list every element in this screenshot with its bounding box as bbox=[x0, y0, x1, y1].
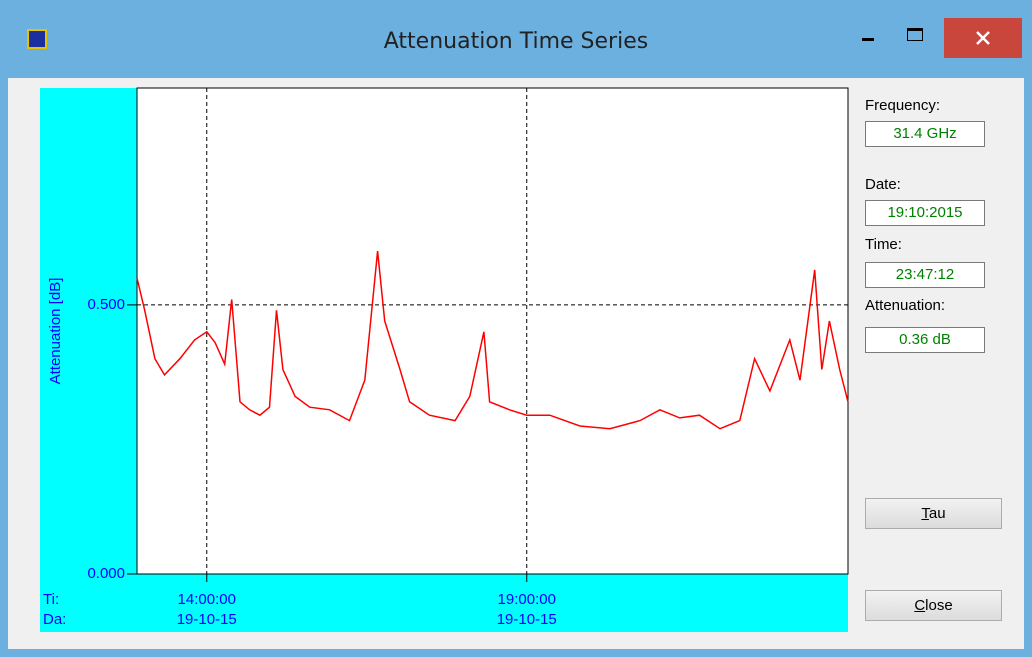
x-tick-label: 14:00:00 bbox=[178, 591, 236, 608]
plot-area bbox=[136, 87, 849, 575]
y-axis-label: Attenuation [dB] bbox=[47, 278, 64, 385]
close-button[interactable] bbox=[944, 18, 1022, 58]
x-tick-date: 19-10-15 bbox=[177, 611, 237, 628]
field-value: 31.4 GHz bbox=[865, 121, 985, 147]
field-label: Attenuation: bbox=[865, 297, 946, 314]
button[interactable]: Close bbox=[865, 590, 1002, 621]
y-tick-label: 0.000 bbox=[87, 565, 125, 582]
x-row-label: Da: bbox=[43, 611, 66, 628]
y-tick-label: 0.500 bbox=[87, 296, 125, 313]
minimize-button[interactable] bbox=[862, 38, 874, 41]
maximize-button[interactable] bbox=[907, 28, 923, 41]
x-tick-date: 19-10-15 bbox=[497, 611, 557, 628]
field-label: Time: bbox=[865, 236, 902, 253]
x-row-label: Ti: bbox=[43, 591, 59, 608]
field-label: Frequency: bbox=[865, 97, 941, 114]
close-icon bbox=[976, 31, 990, 45]
app-icon[interactable] bbox=[27, 29, 47, 49]
button[interactable]: Tau bbox=[865, 498, 1002, 529]
field-label: Date: bbox=[865, 176, 901, 193]
window-title: Attenuation Time Series bbox=[383, 29, 649, 54]
field-value: 0.36 dB bbox=[865, 327, 985, 353]
data-line bbox=[136, 251, 849, 430]
x-tick-label: 19:00:00 bbox=[498, 591, 556, 608]
field-value: 19:10:2015 bbox=[865, 200, 985, 226]
field-value: 23:47:12 bbox=[865, 262, 985, 288]
